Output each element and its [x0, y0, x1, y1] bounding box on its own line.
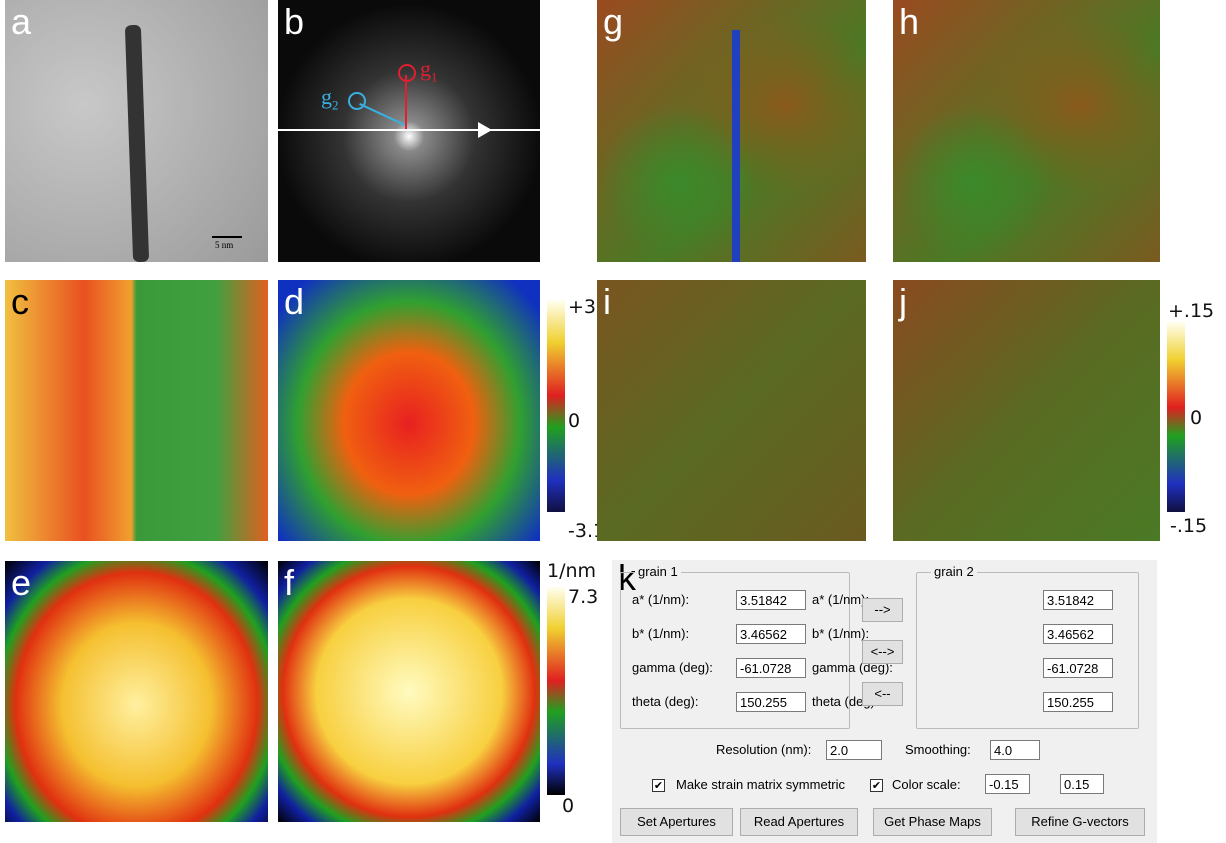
field-label: a* (1/nm):: [812, 592, 870, 607]
checkbox-label: Make strain matrix symmetric: [676, 777, 846, 792]
colorbar-label: 0: [1190, 407, 1203, 429]
amplitude-colorbar: [547, 587, 565, 795]
panel-label: d: [284, 281, 305, 322]
panel-label: b: [284, 1, 305, 42]
panel-label: g: [603, 1, 624, 42]
text-input[interactable]: 150.255: [1043, 692, 1113, 712]
colorbar-label: 7.3: [568, 586, 599, 608]
checkbox[interactable]: ✔: [652, 779, 665, 792]
strain-map: i: [597, 280, 866, 541]
group-box: grain 1: [620, 564, 850, 729]
field-label: b* (1/nm):: [632, 626, 690, 641]
panel-label: k: [618, 557, 636, 598]
phase-map: d: [278, 280, 540, 541]
text-input[interactable]: -61.0728: [736, 658, 806, 678]
resolution-label: Resolution (nm):: [716, 742, 812, 757]
arrow-button[interactable]: <-->: [862, 640, 903, 664]
panel-label: i: [603, 281, 611, 322]
amplitude-map: e: [5, 561, 268, 822]
smoothing-label: Smoothing:: [905, 742, 971, 757]
panel-label: j: [899, 281, 907, 322]
tem-image: a 5 nm: [5, 0, 268, 262]
g2-subscript: 2: [332, 97, 339, 113]
text-input[interactable]: 2.0: [826, 740, 882, 760]
action-button[interactable]: Refine G-vectors: [1015, 808, 1145, 836]
group-box: grain 2: [916, 564, 1139, 729]
g1-subscript: 1: [431, 69, 438, 85]
text-input[interactable]: 4.0: [990, 740, 1040, 760]
text-input[interactable]: 3.51842: [736, 590, 806, 610]
strain-map: j: [893, 280, 1160, 541]
group-title: grain 2: [931, 564, 977, 579]
colorbar-unit: 1/nm: [547, 560, 597, 582]
g1-label: g: [420, 56, 431, 81]
arrow-button[interactable]: <--: [862, 682, 903, 706]
colorbar-label: -.15: [1170, 515, 1208, 537]
text-input[interactable]: 150.255: [736, 692, 806, 712]
panel-label: a: [11, 1, 32, 42]
field-label: theta (deg):: [812, 694, 879, 709]
colorbar-label: 0: [562, 795, 575, 817]
group-title: grain 1: [635, 564, 681, 579]
text-input[interactable]: -0.15: [985, 774, 1030, 794]
color-scale-label: Color scale:: [892, 777, 961, 792]
colorbar-label: +.15: [1168, 300, 1215, 322]
field-label: b* (1/nm):: [812, 626, 870, 641]
phase-map: c: [5, 280, 268, 541]
panel-label: c: [11, 281, 29, 322]
action-button[interactable]: Set Apertures: [620, 808, 733, 836]
control-panel: k grain 1 a* (1/nm): 3.51842 b* (1/nm): 3.46…: [612, 557, 1157, 843]
text-input[interactable]: 3.51842: [1043, 590, 1113, 610]
g2-label: g: [321, 84, 332, 109]
field-label: a* (1/nm):: [632, 592, 690, 607]
strain-map: g: [597, 0, 866, 262]
field-label: theta (deg):: [632, 694, 699, 709]
action-button[interactable]: Get Phase Maps: [873, 808, 992, 836]
panel-label: h: [899, 1, 920, 42]
amplitude-map: f: [278, 561, 540, 822]
field-label: gamma (deg):: [632, 660, 713, 675]
colorbar-label: 0: [568, 410, 581, 432]
arrow-button[interactable]: -->: [862, 598, 903, 622]
fft-image: b g1 g2: [278, 0, 540, 262]
phase-colorbar: [547, 300, 565, 512]
strain-map: h: [893, 0, 1160, 262]
checkbox[interactable]: ✔: [870, 779, 883, 792]
text-input[interactable]: 0.15: [1060, 774, 1104, 794]
panel-label: f: [284, 562, 295, 603]
text-input[interactable]: 3.46562: [1043, 624, 1113, 644]
action-button[interactable]: Read Apertures: [740, 808, 858, 836]
panel-label: e: [11, 562, 32, 603]
text-input[interactable]: -61.0728: [1043, 658, 1113, 678]
scale-bar-label: 5 nm: [215, 240, 234, 250]
strain-colorbar: [1167, 322, 1185, 512]
text-input[interactable]: 3.46562: [736, 624, 806, 644]
